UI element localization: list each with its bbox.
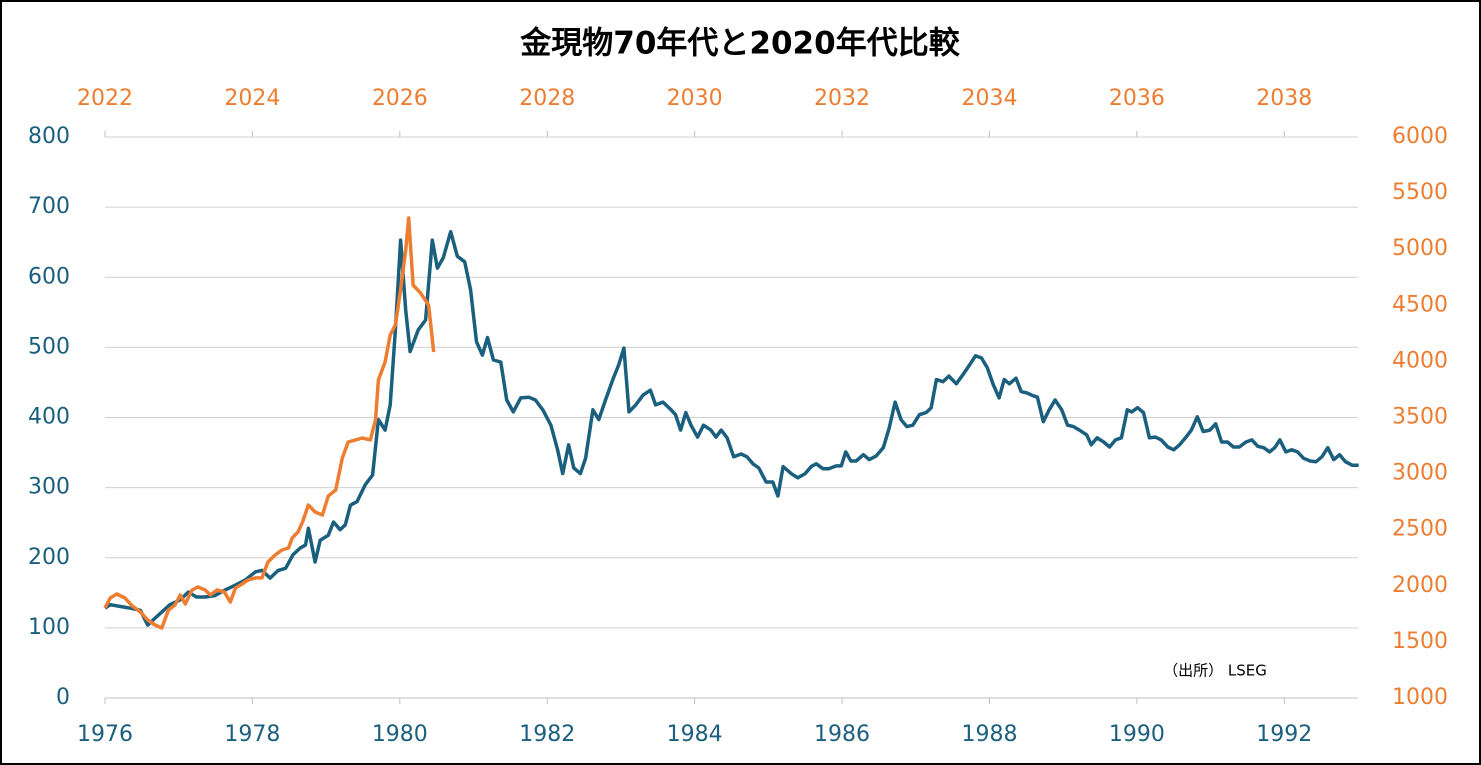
x2-tick-label: 2028 <box>519 86 575 111</box>
y-tick-label: 500 <box>28 334 70 359</box>
y-tick-label: 300 <box>28 475 70 500</box>
x2-tick-label: 2022 <box>77 86 133 111</box>
y2-tick-label: 6000 <box>1392 124 1448 149</box>
x2-tick-label: 2030 <box>667 86 723 111</box>
x-tick-label: 1988 <box>961 722 1017 747</box>
y2-tick-label: 3000 <box>1392 461 1448 486</box>
y2-tick-label: 2000 <box>1392 573 1448 598</box>
y-tick-label: 800 <box>28 124 70 149</box>
series-line <box>103 216 436 630</box>
y2-tick-label: 5500 <box>1392 180 1448 205</box>
y2-tick-label: 2500 <box>1392 517 1448 542</box>
x-tick-label: 1990 <box>1109 722 1165 747</box>
source-note: （出所） LSEG <box>1163 662 1267 680</box>
x2-tick-label: 2038 <box>1256 86 1312 111</box>
x-tick-label: 1980 <box>372 722 428 747</box>
x-tick-label: 1986 <box>814 722 870 747</box>
y2-tick-label: 1000 <box>1392 685 1448 710</box>
x2-tick-label: 2026 <box>372 86 428 111</box>
chart-title: 金現物70年代と2020年代比較 <box>519 26 960 62</box>
y-tick-label: 0 <box>56 685 70 710</box>
y2-tick-label: 5000 <box>1392 236 1448 261</box>
series-line <box>104 229 1359 627</box>
x-tick-label: 1982 <box>519 722 575 747</box>
x-tick-label: 1978 <box>224 722 280 747</box>
y-tick-label: 400 <box>28 405 70 430</box>
x2-tick-label: 2024 <box>224 86 280 111</box>
x-tick-label: 1984 <box>667 722 723 747</box>
x2-tick-label: 2034 <box>961 86 1017 111</box>
y2-tick-label: 4500 <box>1392 292 1448 317</box>
y-tick-label: 600 <box>28 264 70 289</box>
x-tick-label: 1976 <box>77 722 133 747</box>
y-tick-label: 700 <box>28 194 70 219</box>
x2-tick-label: 2036 <box>1109 86 1165 111</box>
y-tick-label: 100 <box>28 615 70 640</box>
x2-tick-label: 2032 <box>814 86 870 111</box>
x-tick-label: 1992 <box>1256 722 1312 747</box>
y2-tick-label: 1500 <box>1392 629 1448 654</box>
y2-tick-label: 3500 <box>1392 405 1448 430</box>
y-tick-label: 200 <box>28 545 70 570</box>
y2-tick-label: 4000 <box>1392 348 1448 373</box>
